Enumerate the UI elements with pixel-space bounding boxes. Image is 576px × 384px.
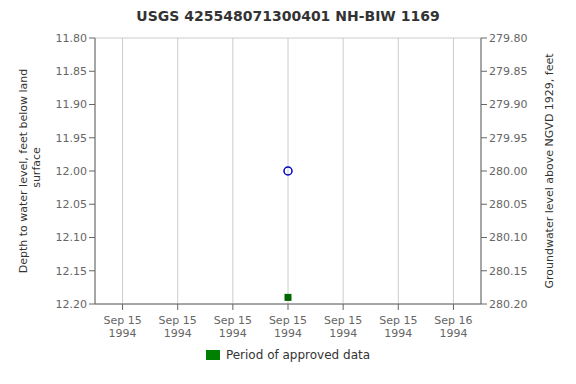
svg-text:12.20: 12.20 (56, 298, 88, 311)
html-text:Period of approved data: Period of approved data (225, 348, 371, 362)
svg-text:12.15: 12.15 (56, 265, 88, 278)
svg-text:11.95: 11.95 (56, 132, 88, 145)
svg-text:Sep 151994: Sep 151994 (324, 314, 362, 340)
svg-text:279.85: 279.85 (489, 65, 528, 78)
svg-text:Sep 151994: Sep 151994 (269, 314, 307, 340)
svg-text:Sep 151994: Sep 151994 (379, 314, 417, 340)
svg-text:279.80: 279.80 (489, 32, 528, 45)
svg-text:279.95: 279.95 (489, 132, 528, 145)
svg-text:280.20: 280.20 (489, 298, 528, 311)
svg-text:12.05: 12.05 (56, 198, 88, 211)
svg-text:surface: surface (30, 147, 43, 195)
svg-text:11.90: 11.90 (56, 98, 88, 111)
svg-text:280.05: 280.05 (489, 198, 528, 211)
svg-text:Sep 151994: Sep 151994 (214, 314, 252, 340)
svg-text:11.85: 11.85 (56, 65, 88, 78)
svg-text:Sep 161994: Sep 161994 (434, 314, 472, 340)
svg-text:279.90: 279.90 (489, 98, 528, 111)
svg-text:Depth to water level, feet bel: Depth to water level, feet below land (17, 69, 30, 274)
svg-text:12.10: 12.10 (56, 231, 88, 244)
svg-text:11.80: 11.80 (56, 32, 88, 45)
svg-text:Sep 151994: Sep 151994 (103, 314, 141, 340)
svg-text:Groundwater level above NGVD 1: Groundwater level above NGVD 1929, feet (543, 53, 556, 289)
svg-text:280.15: 280.15 (489, 265, 528, 278)
svg-text:Sep 151994: Sep 151994 (159, 314, 197, 340)
svg-text:280.10: 280.10 (489, 231, 528, 244)
svg-text:280.00: 280.00 (489, 165, 528, 178)
svg-text:12.00: 12.00 (56, 165, 88, 178)
html-text:USGS 425548071300401 NH-BIW 11: USGS 425548071300401 NH-BIW 1169 (136, 8, 440, 24)
